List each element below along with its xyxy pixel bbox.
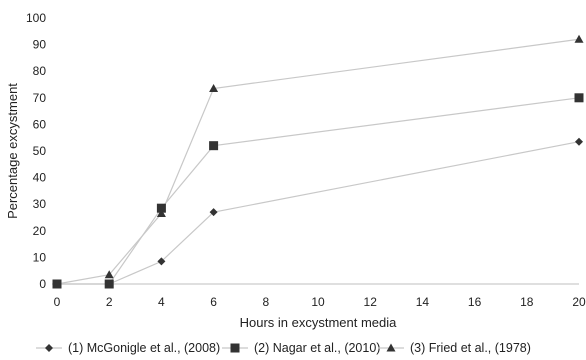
legend-label: (3) Fried et al., (1978) [410, 341, 531, 355]
data-point-series-1 [209, 208, 218, 217]
y-tick-label: 60 [33, 117, 47, 131]
legend: (1) McGonigle et al., (2008) (2) Nagar et… [36, 341, 531, 355]
data-point-series-2 [574, 93, 584, 103]
y-tick-label: 100 [26, 11, 46, 25]
data-point-series-2 [104, 279, 114, 289]
legend-label: (1) McGonigle et al., (2008) [68, 341, 220, 355]
series-markers [52, 34, 584, 289]
legend-item-3: (3) Fried et al., (1978) [378, 341, 531, 355]
y-tick-label: 10 [33, 250, 47, 264]
data-point-series-2 [156, 203, 166, 213]
y-tick-label: 50 [33, 144, 47, 158]
data-point-series-1 [157, 257, 166, 266]
data-point-series-3 [209, 83, 219, 92]
y-tick-label: 70 [33, 91, 47, 105]
x-tick-label: 10 [311, 295, 325, 309]
legend-item-2: (2) Nagar et al., (2010) [222, 341, 380, 355]
data-point-series-3 [104, 270, 114, 279]
x-tick-label: 18 [520, 295, 534, 309]
x-tick-label: 12 [364, 295, 378, 309]
x-tick-label: 16 [468, 295, 482, 309]
data-point-series-2 [209, 141, 219, 151]
series-line-1 [57, 141, 580, 285]
legend-marker [45, 344, 53, 352]
x-axis-tick-labels: 0 2 4 6 8 10 12 14 16 18 20 [54, 295, 586, 309]
series-line-2 [57, 97, 580, 285]
y-tick-label: 0 [39, 277, 46, 291]
data-point-series-3 [52, 279, 62, 288]
data-point-series-3 [574, 34, 584, 43]
legend-item-1: (1) McGonigle et al., (2008) [36, 341, 220, 355]
x-tick-label: 8 [262, 295, 269, 309]
series-line-3 [56, 38, 580, 285]
y-tick-label: 40 [33, 171, 47, 185]
legend-label: (2) Nagar et al., (2010) [254, 341, 380, 355]
y-tick-label: 30 [33, 197, 47, 211]
x-tick-label: 20 [572, 295, 586, 309]
x-tick-label: 14 [416, 295, 430, 309]
legend-marker [386, 343, 396, 352]
y-tick-label: 90 [33, 38, 47, 52]
data-point-series-1 [575, 137, 583, 146]
legend-marker [230, 343, 240, 353]
y-tick-label: 80 [33, 64, 47, 78]
x-axis-title: Hours in excystment media [240, 315, 398, 330]
y-axis-tick-labels: 0 10 20 30 40 50 60 70 80 90 100 [26, 11, 46, 291]
x-tick-label: 6 [210, 295, 217, 309]
series-lines [56, 38, 580, 285]
x-tick-label: 4 [158, 295, 165, 309]
x-tick-label: 2 [106, 295, 113, 309]
y-tick-label: 20 [33, 224, 47, 238]
data-point-series-3 [156, 209, 166, 218]
y-axis-title: Percentage excystment [5, 83, 20, 219]
x-tick-label: 0 [54, 295, 61, 309]
